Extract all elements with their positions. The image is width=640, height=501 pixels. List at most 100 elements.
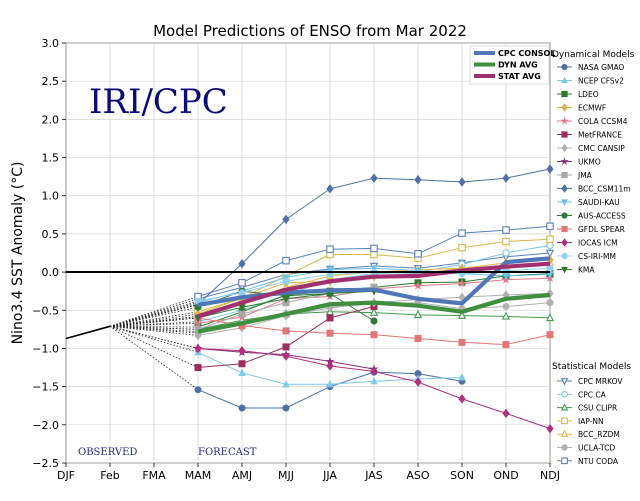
fan-line <box>109 313 199 327</box>
legend-stat-label: NTU CODA <box>578 457 619 466</box>
series-line <box>197 256 551 307</box>
legend-stat-header: Statistical Models <box>552 362 631 372</box>
series-point <box>326 266 334 275</box>
series-point <box>282 404 290 412</box>
legend-dyn-marker <box>561 143 568 153</box>
fan-line <box>109 325 199 353</box>
series-point <box>370 173 378 183</box>
legend-stat-marker <box>561 444 568 451</box>
legend-dynamical: Dynamical Models NASA GMAO NCEP CFSv2 LDEO E… <box>552 50 635 275</box>
series-point <box>282 214 290 225</box>
legend-dyn-label: LDEO <box>578 90 599 99</box>
fan-line <box>109 325 199 334</box>
legend-dyn-label: AUS-ACCESS <box>578 212 626 221</box>
legend-dyn-marker <box>561 199 568 206</box>
series-point <box>502 173 510 183</box>
legend-stat-marker <box>561 417 568 425</box>
legend-dyn-marker <box>561 131 568 138</box>
x-tick-label: DJF <box>57 469 75 482</box>
legend-dyn-header: Dynamical Models <box>552 50 635 60</box>
forecast-label: FORECAST <box>198 447 257 458</box>
series-point <box>193 318 203 328</box>
legend-dyn-marker <box>560 157 569 166</box>
legend-dyn-marker <box>561 238 568 247</box>
series-point <box>502 226 510 234</box>
observed-line-path <box>65 325 111 340</box>
chart-title: Model Predictions of ENSO from Mar 2022 <box>153 22 467 40</box>
series-point <box>502 237 510 246</box>
series-point <box>238 360 246 368</box>
legend-dyn-label: ECMWF <box>578 104 606 113</box>
y-tick-label: 2.0 <box>42 113 60 126</box>
y-tick-label: 1.0 <box>42 190 60 203</box>
series-point <box>370 250 378 259</box>
legend-dyn-label: CS-IRI-MM <box>578 252 616 261</box>
fan-line <box>109 296 199 327</box>
y-tick-label: 0.5 <box>42 228 60 241</box>
x-tick-label: ASO <box>406 469 430 482</box>
series-point <box>282 351 290 361</box>
y-tick-label: −2.5 <box>32 457 59 470</box>
watermark-iri-cpc: IRI/CPC <box>89 82 228 122</box>
series-point <box>502 408 510 419</box>
series-point <box>414 335 422 343</box>
y-tick-label: 0.0 <box>42 266 60 279</box>
x-axis-ticks: DJF Feb FMA MAM AMJ MJJ JJA JAS ASO SON OND NDJ <box>57 463 560 482</box>
series-point <box>326 329 334 337</box>
x-tick-label: FMA <box>142 469 166 482</box>
y-tick-label: −1.0 <box>32 342 59 355</box>
series-point <box>458 373 466 381</box>
series-point <box>238 368 246 376</box>
legend-dyn-marker <box>561 252 568 260</box>
series-point <box>282 256 290 265</box>
y-tick-label: 2.5 <box>42 75 60 88</box>
series-point <box>502 341 510 349</box>
y-tick-label: 1.5 <box>42 152 60 165</box>
series-point <box>194 386 202 394</box>
series-point <box>370 317 378 325</box>
series-point <box>238 346 246 356</box>
series-point <box>238 279 246 287</box>
legend-dyn-label: SAUDI-KAU <box>578 198 620 207</box>
x-tick-label: NDJ <box>540 469 560 482</box>
series-point <box>194 364 202 372</box>
fan-line <box>109 315 199 327</box>
series-point <box>458 338 466 346</box>
legend-stat-marker <box>560 378 569 386</box>
series-point <box>546 222 554 231</box>
legend-avg-label: CPC CONSOL <box>498 49 555 58</box>
average-series <box>197 256 551 334</box>
y-axis-label: Nino3.4 SST Anomaly (°C) <box>10 162 26 345</box>
legend-statistical: Statistical Models CPC MRKOV CPC CA CSU CLI… <box>552 362 631 466</box>
legend-dyn-label: MetFRANCE <box>578 131 622 140</box>
observed-label: OBSERVED <box>78 447 137 458</box>
series-point <box>282 379 290 388</box>
legend-dyn-marker <box>561 63 568 71</box>
series-point <box>326 361 334 371</box>
x-tick-label: JAS <box>364 469 383 482</box>
legend-dyn-marker <box>560 116 569 125</box>
series-point <box>546 164 554 174</box>
series-point <box>546 241 554 250</box>
legend-dyn-label: CMC CANSIP <box>578 144 625 153</box>
legend-dyn-marker <box>561 225 568 233</box>
series-point <box>414 250 422 258</box>
series-point <box>414 377 422 387</box>
series-point <box>282 277 290 285</box>
legend-dyn-marker <box>561 184 568 193</box>
series-point <box>457 310 467 319</box>
y-tick-label: 3.0 <box>42 37 60 50</box>
fan-line <box>109 325 199 333</box>
series-point <box>282 343 290 351</box>
series-point <box>458 243 466 252</box>
series-point <box>370 376 378 385</box>
series-point <box>546 423 554 434</box>
legend-dyn-marker <box>561 212 568 219</box>
observed-line <box>65 325 111 340</box>
series-point <box>458 394 466 404</box>
legend-stat-marker <box>561 390 568 398</box>
x-tick-label: MJJ <box>278 469 294 482</box>
y-tick-label: −0.5 <box>32 304 59 317</box>
series-point <box>238 258 246 269</box>
series-point <box>413 281 423 290</box>
